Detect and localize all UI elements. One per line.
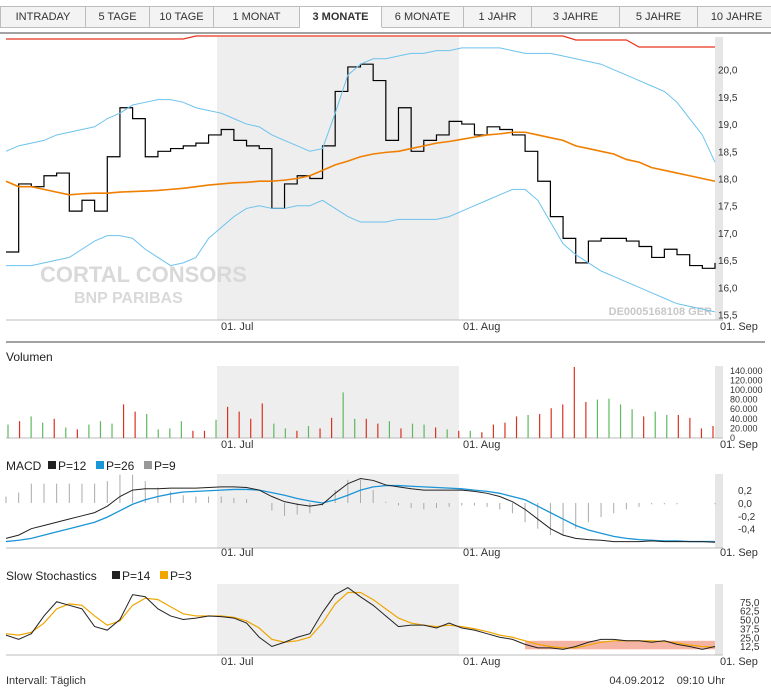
y-tick-label: 25,0 — [740, 633, 760, 644]
panel-title-volume: Volumen — [6, 350, 53, 364]
y-tick-label: 16,5 — [718, 256, 738, 267]
legend-swatch — [96, 461, 104, 469]
right-strip-1 — [715, 366, 723, 438]
x-tick-label: 01. Jul — [221, 656, 253, 668]
series-upper-resistance — [6, 35, 715, 48]
x-tick-label: 01. Jul — [221, 439, 253, 451]
panel-title-macd: MACD — [6, 459, 42, 473]
y-tick-label: 0,2 — [738, 486, 752, 497]
x-tick-label: 01. Sep — [720, 321, 758, 333]
series-stoch-d — [5, 591, 716, 649]
y-tick-label: -0,2 — [738, 512, 756, 523]
y-tick-label: 50,0 — [740, 616, 760, 627]
y-tick-label: 15,5 — [718, 311, 738, 322]
panel-title-stoch: Slow Stochastics — [6, 569, 97, 583]
tab-6-monate[interactable]: 6 MONATE — [382, 6, 464, 28]
isin-label: DE0005168108 GER — [609, 306, 712, 318]
y-tick-label: 80.000 — [730, 395, 758, 405]
series-macd — [5, 477, 716, 543]
tab-1-monat[interactable]: 1 MONAT — [214, 6, 300, 28]
tab-3-jahre[interactable]: 3 JAHRE — [532, 6, 620, 28]
legend-label: P=14 — [122, 569, 151, 583]
y-tick-label: 16,0 — [718, 283, 738, 294]
y-tick-label: 19,5 — [718, 93, 738, 104]
shade-july-0 — [217, 37, 459, 320]
y-tick-label: 37,5 — [740, 624, 760, 635]
legend-label: P=9 — [154, 459, 176, 473]
y-tick-label: 18,5 — [718, 147, 738, 158]
legend-label: P=12 — [58, 459, 87, 473]
tab-10-tage[interactable]: 10 TAGE — [150, 6, 214, 28]
y-tick-label: 18,0 — [718, 175, 738, 186]
x-tick-label: 01. Jul — [221, 321, 253, 333]
x-tick-label: 01. Sep — [720, 656, 758, 668]
y-tick-label: 20,0 — [718, 66, 738, 77]
tab-3-monate[interactable]: 3 MONATE — [300, 6, 382, 28]
y-tick-label: 40.000 — [730, 414, 758, 424]
legend-swatch — [48, 461, 56, 469]
series-price — [6, 63, 716, 269]
y-tick-label: 12,5 — [740, 642, 760, 653]
legend-swatch — [144, 461, 152, 469]
tab-5-tage[interactable]: 5 TAGE — [86, 6, 150, 28]
y-tick-label: 17,5 — [718, 202, 738, 213]
tab-10-jahre[interactable]: 10 JAHRE — [698, 6, 771, 28]
y-tick-label: 19,0 — [718, 120, 738, 131]
series-ma — [5, 131, 716, 196]
watermark-line2: BNP PARIBAS — [74, 290, 183, 307]
timestamp: 04.09.2012 09:10 Uhr — [609, 675, 725, 687]
right-strip-0 — [715, 37, 723, 320]
x-tick-label: 01. Aug — [463, 321, 500, 333]
shade-july-2 — [217, 474, 459, 548]
x-tick-label: 01. Aug — [463, 547, 500, 559]
time-label: 09:10 Uhr — [676, 675, 725, 687]
legend-swatch — [160, 571, 168, 579]
x-tick-label: 01. Aug — [463, 439, 500, 451]
shade-july-3 — [217, 584, 459, 655]
y-tick-label: 17,0 — [718, 229, 738, 240]
x-tick-label: 01. Sep — [720, 547, 758, 559]
watermark-line1: CORTAL CONSORS — [40, 262, 247, 287]
y-tick-label: 60.000 — [730, 404, 758, 414]
tab-1-jahr[interactable]: 1 JAHR — [464, 6, 532, 28]
series-bb_lower — [6, 188, 716, 313]
right-strip-3 — [715, 584, 723, 655]
right-strip-2 — [715, 474, 723, 548]
series-macd-signal — [5, 484, 715, 543]
y-tick-label: 120.000 — [730, 375, 763, 385]
y-tick-label: 20.000 — [730, 423, 758, 433]
x-tick-label: 01. Aug — [463, 656, 500, 668]
tab-5-jahre[interactable]: 5 JAHRE — [620, 6, 698, 28]
y-tick-label: 100.000 — [730, 385, 763, 395]
interval-label: Intervall: Täglich — [6, 675, 86, 687]
tab-intraday[interactable]: INTRADAY — [0, 6, 86, 28]
series-stoch-k — [5, 586, 716, 650]
y-tick-label: 140.000 — [730, 366, 763, 376]
shade-july-1 — [217, 366, 459, 438]
date-label: 04.09.2012 — [609, 675, 665, 687]
oversold-zone — [525, 640, 715, 650]
y-tick-label: 62,5 — [740, 607, 760, 618]
legend-label: P=3 — [170, 569, 192, 583]
y-tick-label: 0 — [730, 433, 735, 443]
series-bb_upper — [5, 47, 716, 163]
x-tick-label: 01. Sep — [720, 439, 758, 451]
x-tick-label: 01. Jul — [221, 547, 253, 559]
y-tick-label: -0,4 — [738, 525, 756, 536]
period-tabs: INTRADAY 5 TAGE 10 TAGE 1 MONAT 3 MONATE 6 MO… — [0, 6, 771, 30]
legend-label: P=26 — [106, 459, 135, 473]
legend-swatch — [112, 571, 120, 579]
y-tick-label: 75,0 — [740, 598, 760, 609]
y-tick-label: 0,0 — [738, 499, 752, 510]
